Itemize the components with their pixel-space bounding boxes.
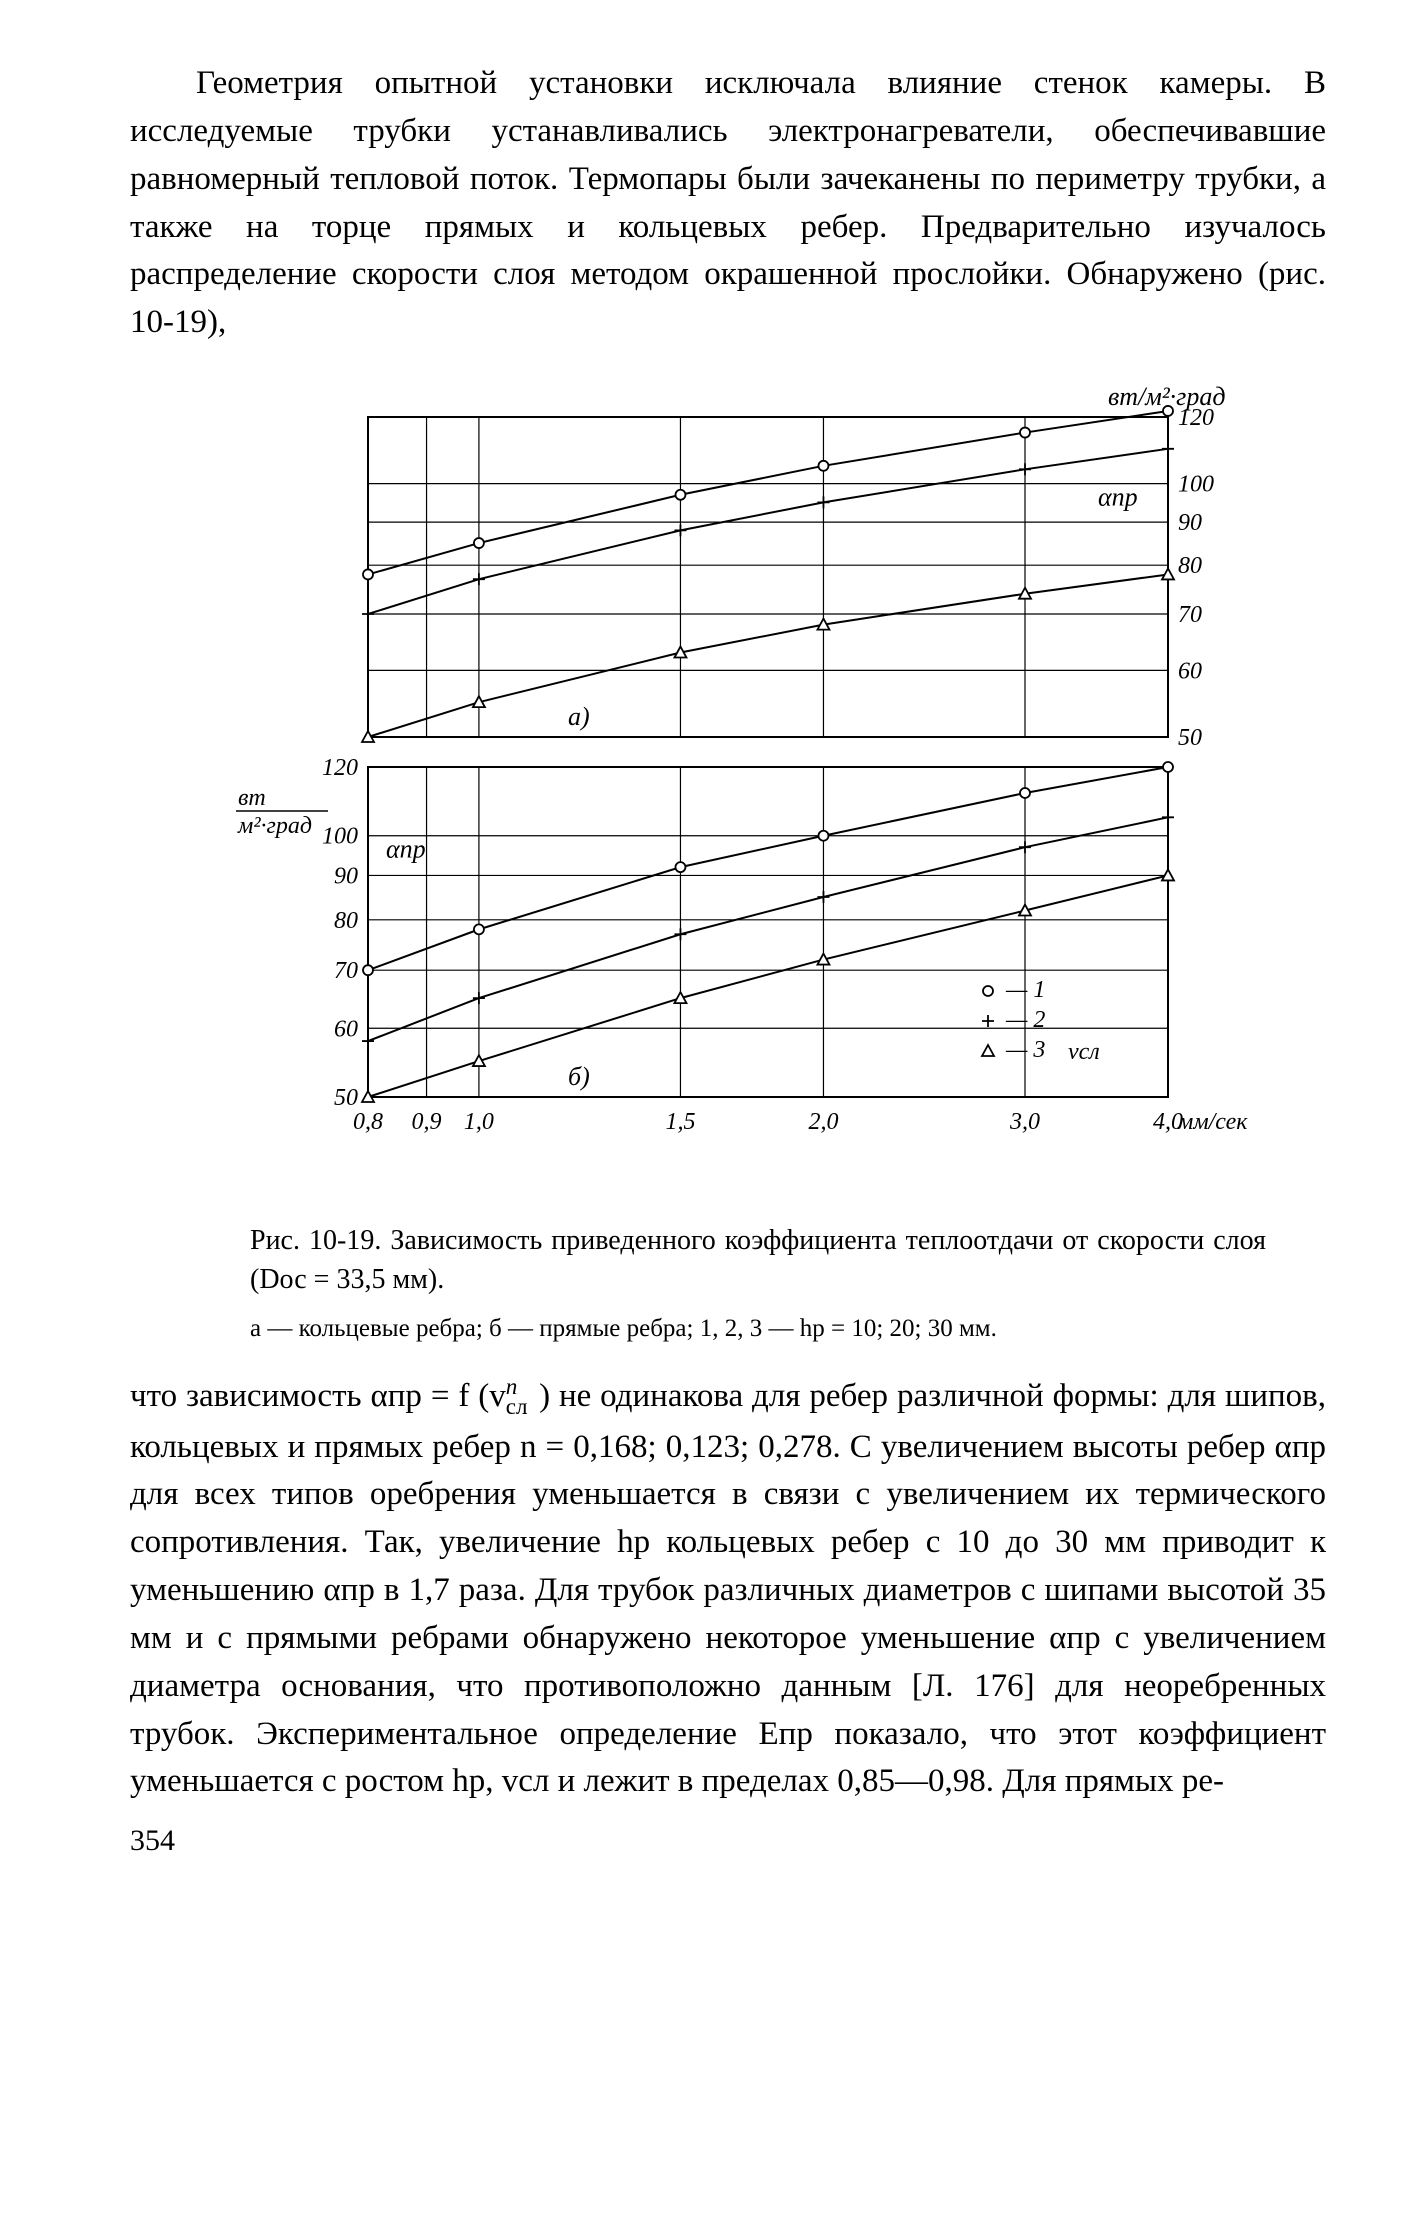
svg-text:вт: вт (238, 785, 266, 811)
svg-text:80: 80 (334, 908, 358, 934)
figure-10-19: 5060708090100120вт/м²·градαпра)506070809… (178, 377, 1278, 1197)
svg-text:— 1: — 1 (1005, 977, 1045, 1003)
svg-text:— 2: — 2 (1005, 1007, 1045, 1033)
svg-text:50: 50 (334, 1085, 358, 1111)
para2-post: ) не одинакова для ребер различной формы… (130, 1378, 1326, 1799)
svg-text:а): а) (568, 702, 590, 731)
svg-text:2,0: 2,0 (808, 1109, 838, 1135)
svg-text:vсл: vсл (1068, 1039, 1100, 1065)
svg-text:100: 100 (1178, 472, 1214, 498)
svg-text:70: 70 (334, 958, 358, 984)
svg-text:3,0: 3,0 (1009, 1109, 1040, 1135)
page-number: 354 (130, 1824, 1326, 1858)
svg-text:— 3: — 3 (1005, 1037, 1045, 1063)
svg-text:1,5: 1,5 (665, 1109, 695, 1135)
para2-pre: что зависимость αпр = f (v (130, 1378, 506, 1414)
svg-text:0,9: 0,9 (412, 1109, 442, 1135)
svg-text:80: 80 (1178, 553, 1202, 579)
figure-caption: Рис. 10-19. Зависимость приведенного коэ… (250, 1221, 1266, 1299)
svg-text:б): б) (568, 1062, 590, 1091)
svg-text:60: 60 (334, 1016, 358, 1042)
svg-text:мм/сек: мм/сек (1177, 1109, 1248, 1135)
svg-text:70: 70 (1178, 602, 1202, 628)
svg-text:0,8: 0,8 (353, 1109, 383, 1135)
paragraph-2: что зависимость αпр = f (vnсл) не одинак… (130, 1370, 1326, 1806)
svg-text:м²·град: м²·град (237, 813, 312, 839)
svg-text:100: 100 (322, 824, 358, 850)
para2-sub: сл (506, 1393, 528, 1419)
svg-text:50: 50 (1178, 725, 1202, 751)
svg-text:90: 90 (1178, 510, 1202, 536)
paragraph-1: Геометрия опытной установки исключала вл… (130, 60, 1326, 347)
svg-text:αпр: αпр (386, 835, 426, 864)
svg-text:αпр: αпр (1098, 483, 1138, 512)
svg-text:90: 90 (334, 864, 358, 890)
svg-text:60: 60 (1178, 658, 1202, 684)
svg-text:1,0: 1,0 (464, 1109, 494, 1135)
svg-text:120: 120 (322, 755, 358, 781)
figure-caption-sub: а — кольцевые ребра; б — прямые ребра; 1… (250, 1311, 1266, 1346)
